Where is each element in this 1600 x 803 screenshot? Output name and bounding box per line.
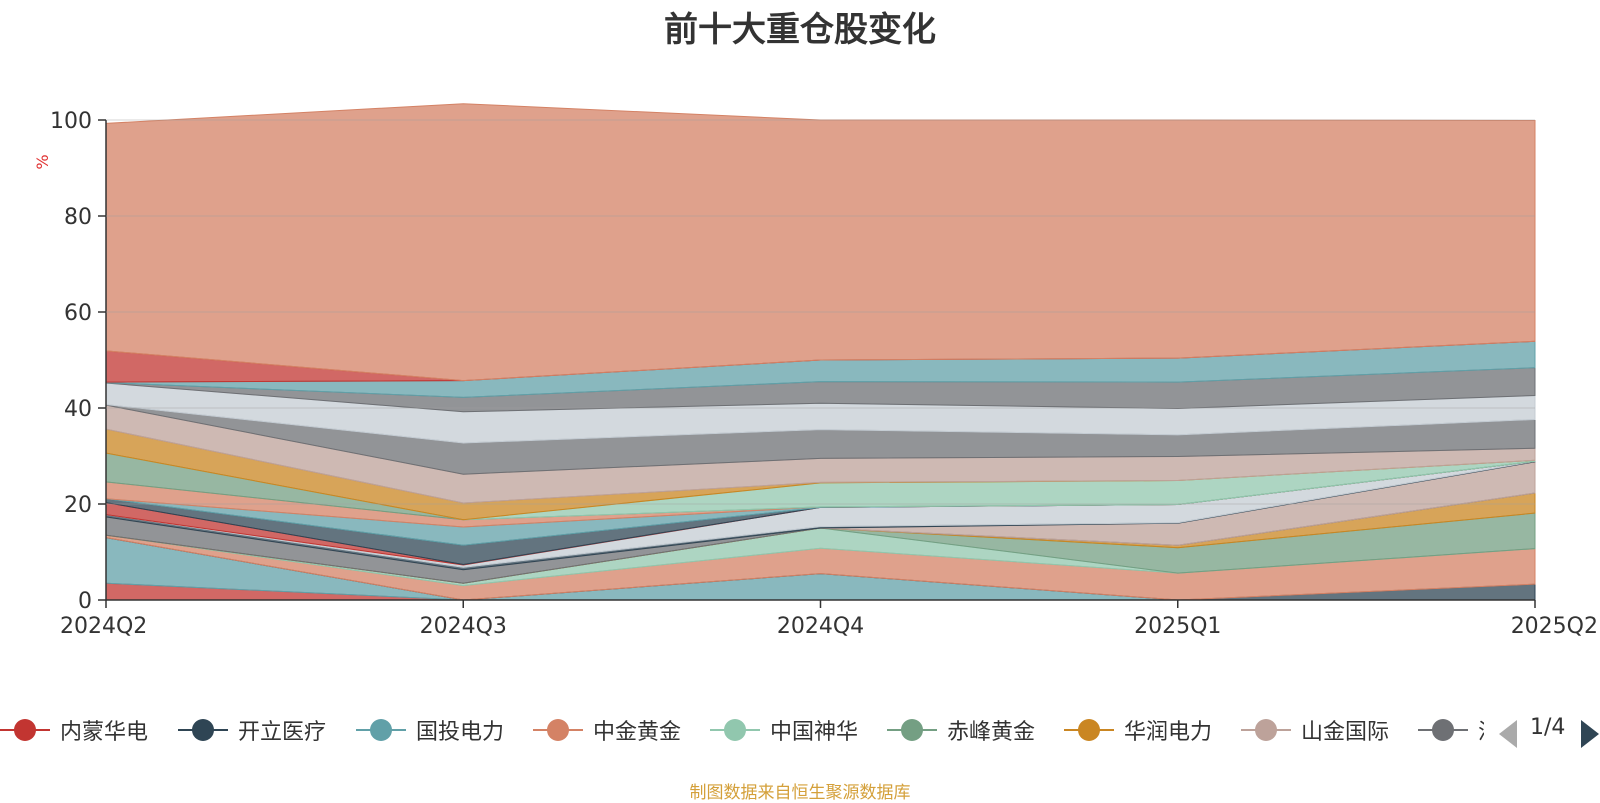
y-tick-label: 80 xyxy=(64,205,92,230)
legend-item[interactable]: 开立医疗 xyxy=(178,712,326,748)
legend-label: 中金黄金 xyxy=(593,720,682,745)
y-axis-label: % xyxy=(33,154,52,169)
legend-item[interactable]: 中国神华 xyxy=(710,712,858,748)
legend-symbol xyxy=(356,712,406,748)
area-band-25 xyxy=(105,103,1536,382)
legend-page-indicator: 1/4 xyxy=(1530,715,1566,740)
chart-title: 前十大重仓股变化 xyxy=(664,10,936,50)
legend-item[interactable]: 山金国际 xyxy=(1241,712,1389,748)
x-tick-label: 2024Q4 xyxy=(777,614,864,639)
y-tick-label: 60 xyxy=(64,301,92,326)
legend-label: 中国神华 xyxy=(770,720,859,745)
legend-symbol xyxy=(710,712,760,748)
y-tick-label: 100 xyxy=(50,109,92,134)
area-bands xyxy=(105,103,1536,601)
legend-symbol xyxy=(1241,712,1291,748)
legend-item[interactable]: 赤峰黄金 xyxy=(887,712,1035,748)
legend-label: 赤峰黄金 xyxy=(947,720,1036,745)
grid-lines xyxy=(106,119,1535,505)
legend-label: 汇 xyxy=(1478,714,1484,746)
legend-item[interactable]: 国投电力 xyxy=(356,712,504,748)
legend: 内蒙华电 开立医疗 国投电力 中金黄金 中国神华 赤峰黄金 华润电力 山金国际 汇 1/4 xyxy=(0,712,1600,748)
x-tick-label: 2024Q2 xyxy=(60,614,147,639)
x-tick-label: 2024Q3 xyxy=(420,614,507,639)
y-tick-label: 0 xyxy=(78,589,92,614)
legend-item[interactable]: 内蒙华电 xyxy=(0,712,148,748)
legend-item[interactable]: 华润电力 xyxy=(1064,712,1212,748)
legend-label: 开立医疗 xyxy=(238,720,327,745)
x-tick-label: 2025Q1 xyxy=(1134,614,1221,639)
axes: 0 20 40 60 80 100% 2024Q2 2024Q3 2024Q4 2025Q1 202… xyxy=(33,109,1598,639)
y-tick-label: 20 xyxy=(64,493,92,518)
legend-label: 山金国际 xyxy=(1301,720,1390,745)
legend-next-page-icon[interactable] xyxy=(1581,720,1599,748)
source-note: 制图数据来自恒生聚源数据库 xyxy=(689,783,911,803)
legend-symbol xyxy=(533,712,583,748)
legend-symbol xyxy=(1418,712,1468,748)
x-tick-label: 2025Q2 xyxy=(1511,614,1598,639)
legend-symbol xyxy=(887,712,937,748)
legend-label: 华润电力 xyxy=(1124,720,1213,745)
legend-item[interactable]: 中金黄金 xyxy=(533,712,681,748)
legend-label: 内蒙华电 xyxy=(60,720,149,745)
y-tick-label: 40 xyxy=(64,397,92,422)
legend-items: 内蒙华电 开立医疗 国投电力 中金黄金 中国神华 赤峰黄金 华润电力 山金国际 汇 xyxy=(0,712,1484,748)
legend-symbol xyxy=(178,712,228,748)
legend-label: 国投电力 xyxy=(416,720,505,745)
legend-symbol xyxy=(1064,712,1114,748)
legend-prev-page-icon[interactable] xyxy=(1499,720,1517,748)
legend-item[interactable]: 汇 xyxy=(1418,712,1484,748)
legend-symbol xyxy=(0,712,50,748)
